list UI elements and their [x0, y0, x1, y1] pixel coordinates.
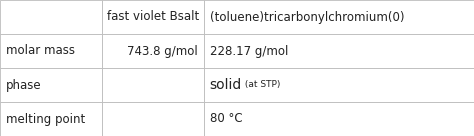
Text: melting point: melting point [6, 112, 85, 126]
Text: 228.17 g/mol: 228.17 g/mol [210, 44, 288, 58]
Bar [102, 34, 204, 68]
Bar [102, 68, 204, 102]
Bar [0, 34, 102, 68]
Bar [102, 102, 204, 136]
Text: molar mass: molar mass [6, 44, 75, 58]
Bar [0, 102, 102, 136]
Text: (at STP): (at STP) [242, 81, 280, 89]
Text: 80 °C: 80 °C [210, 112, 242, 126]
Text: phase: phase [6, 78, 41, 92]
Text: solid: solid [210, 78, 242, 92]
Bar [204, 34, 474, 68]
Text: (toluene)tricarbonylchromium(0): (toluene)tricarbonylchromium(0) [210, 10, 404, 24]
Text: 743.8 g/mol: 743.8 g/mol [128, 44, 198, 58]
Bar [0, 68, 102, 102]
Text: fast violet Bsalt: fast violet Bsalt [107, 10, 199, 24]
Bar [102, 0, 204, 34]
Bar [204, 102, 474, 136]
Bar [204, 0, 474, 34]
Bar [204, 68, 474, 102]
Bar [0, 0, 102, 34]
